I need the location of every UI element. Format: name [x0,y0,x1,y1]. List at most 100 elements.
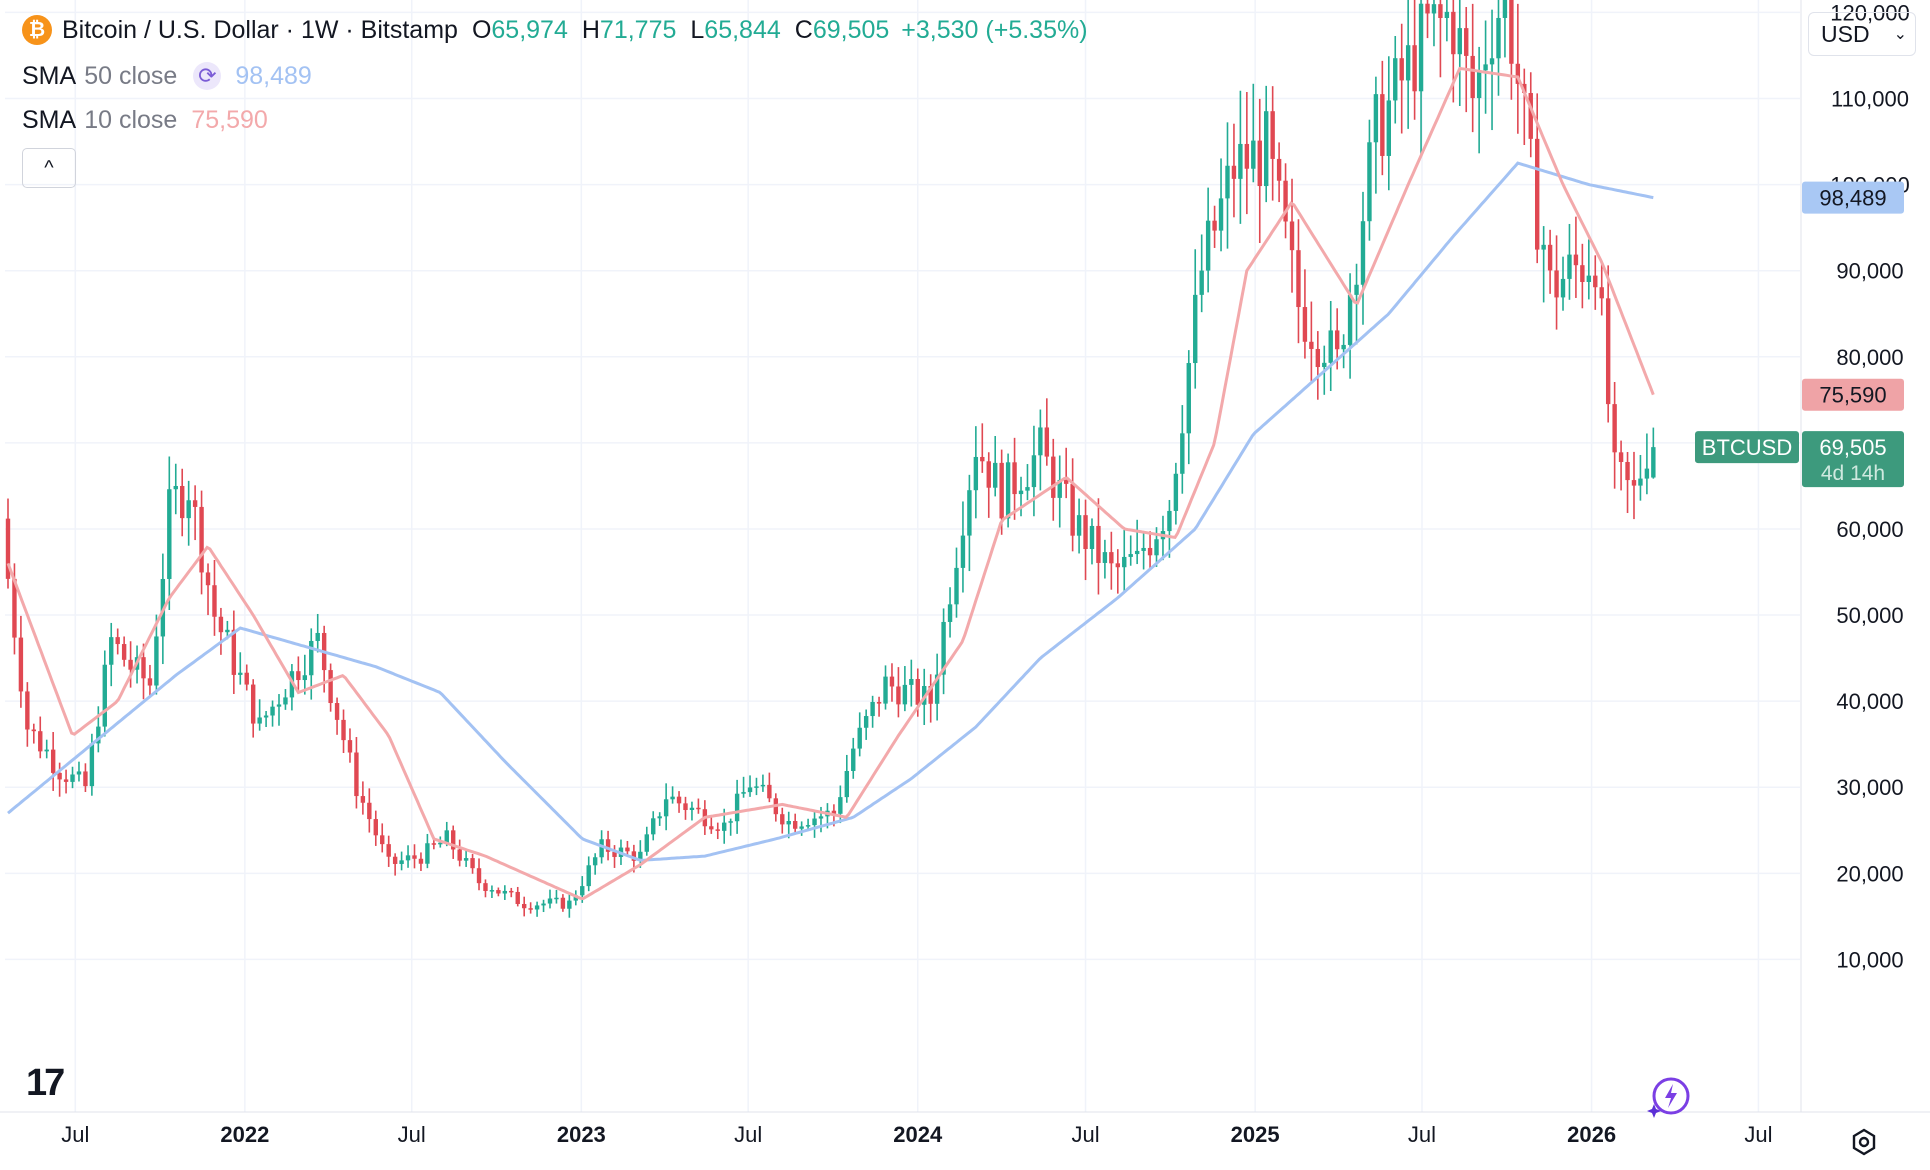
y-tick-label: 40,000 [1836,689,1903,714]
candle-body [863,716,869,728]
candle-body [676,796,682,804]
candle-body [502,890,508,894]
candle [38,716,43,759]
candle-body [1496,17,1501,59]
candle [741,776,746,798]
chart-legend-title: ₿ Bitcoin / U.S. Dollar · 1W · Bitstamp … [22,14,1088,46]
candle-body [283,697,288,705]
tradingview-logo-icon[interactable]: 17 [26,1062,65,1104]
candle [476,858,482,891]
candle [1573,216,1579,298]
candle [567,894,572,918]
candle-body [1347,294,1353,345]
sma50-name: SMA [22,62,77,90]
candle-body [786,821,791,825]
candle [1038,409,1043,491]
candle [1128,535,1133,566]
sma10-line [6,66,1655,901]
candle [1076,498,1082,554]
candle-body [212,585,217,617]
candle [109,622,114,687]
candle [199,490,204,595]
candle-body [1638,478,1643,486]
candle [1115,549,1121,594]
candle-body [1122,556,1127,568]
candle [1386,56,1391,191]
candle [986,452,991,518]
candle [1147,531,1153,570]
candle [489,885,495,898]
candle-body [715,829,720,831]
candle [812,811,817,838]
candle [212,559,217,636]
candle [83,763,88,792]
candle-body [586,865,591,887]
candle [1464,7,1469,113]
candle-body [534,905,540,910]
candle [70,766,75,789]
candle-body [883,676,888,704]
candle [1593,255,1598,310]
candle-body [554,897,559,900]
candle [560,894,566,912]
candle [96,706,101,753]
candle-body [18,637,24,692]
x-tick-label: 2025 [1231,1122,1280,1147]
candle-body [1560,278,1566,298]
candle-body [386,844,391,857]
candle [612,845,617,868]
sma50-legend[interactable]: SMA 50 close ⟳ 98,489 [22,60,312,92]
candle-body [1225,165,1230,199]
candle [496,887,501,897]
candle-body [1134,550,1140,555]
sma10-legend[interactable]: SMA 10 close 75,590 [22,104,268,136]
candle-body [231,629,237,675]
sync-icon[interactable]: ⟳ [193,62,222,90]
candle [528,902,533,914]
candle-body [909,679,914,685]
symbol-title[interactable]: Bitcoin / U.S. Dollar · 1W · Bitstamp [62,16,458,44]
candle [767,772,772,803]
collapse-legend-button[interactable]: ^ [22,148,76,188]
candle [502,885,508,900]
sparkle-assistant-icon[interactable] [1646,1074,1692,1120]
candle-body [1283,180,1288,222]
candle-body [96,726,101,744]
candle-body [625,847,630,852]
candle-body [580,886,585,896]
candle [354,737,359,809]
candle [792,813,798,834]
candle-body [192,500,198,507]
candle [670,786,675,804]
candle-body [1489,58,1495,65]
currency-select[interactable]: USD ⌄ [1808,12,1916,56]
candle-body [1031,455,1037,488]
candle [1089,518,1095,565]
candle [238,652,243,685]
candle-body [1573,254,1579,266]
candle-body [1264,111,1269,187]
candle-body [760,784,766,787]
candle [470,853,475,874]
candle [1554,235,1559,330]
candle-body [257,717,262,724]
candle-body [670,796,675,800]
candle-body [896,686,901,705]
settings-gear-icon[interactable] [1850,1128,1878,1156]
candle [605,830,611,861]
candle-body [663,799,669,817]
candle-body [1083,515,1088,550]
candle [1173,462,1179,525]
candle-body [128,659,133,670]
symbol-tag-text: BTCUSD [1702,435,1792,460]
candle-body [70,774,75,782]
candle [244,664,249,691]
candle-body [1476,70,1482,99]
candle-body [1386,100,1391,156]
candle [1283,163,1288,239]
y-tick-label: 50,000 [1836,603,1903,628]
candle [231,610,237,694]
candle-body [1393,58,1398,101]
